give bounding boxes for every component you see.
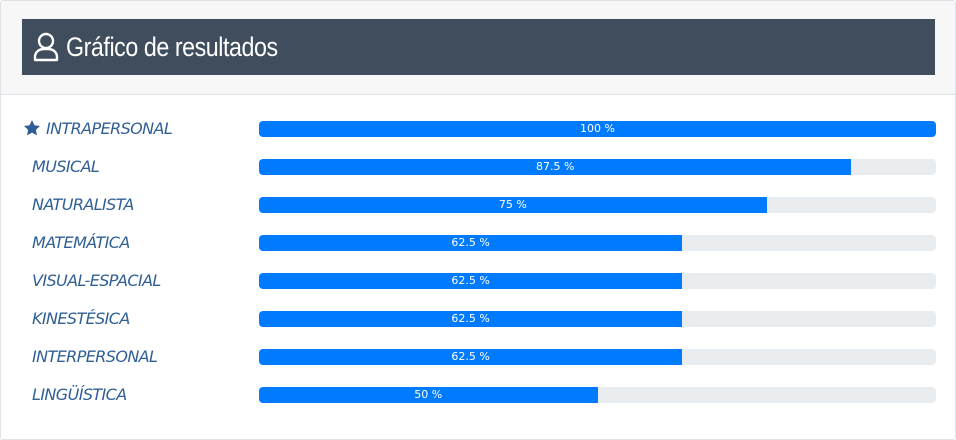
progress-fill: 50 % xyxy=(259,387,598,403)
result-label-text: MUSICAL xyxy=(32,157,100,176)
progress-fill: 62.5 % xyxy=(259,349,683,365)
card-header: Gráfico de resultados xyxy=(1,1,955,95)
result-label: MUSICAL xyxy=(32,148,100,186)
result-row: NATURALISTA 75 % xyxy=(1,186,955,224)
result-label: KINESTÉSICA xyxy=(32,300,130,338)
result-label: VISUAL-ESPACIAL xyxy=(32,262,161,300)
result-row: MATEMÁTICA 62.5 % xyxy=(1,224,955,262)
progress-track: 50 % xyxy=(259,387,936,403)
progress-fill: 62.5 % xyxy=(259,273,683,289)
page-title: Gráfico de resultados xyxy=(66,31,278,62)
result-label-text: NATURALISTA xyxy=(32,195,134,214)
user-icon xyxy=(32,31,60,63)
progress-track: 62.5 % xyxy=(259,235,936,251)
result-row: MUSICAL 87.5 % xyxy=(1,148,955,186)
result-label-text: LINGÜÍSTICA xyxy=(32,385,127,404)
progress-fill: 100 % xyxy=(259,121,936,137)
result-row: VISUAL-ESPACIAL 62.5 % xyxy=(1,262,955,300)
progress-fill: 62.5 % xyxy=(259,235,683,251)
progress-track: 75 % xyxy=(259,197,936,213)
progress-track: 100 % xyxy=(259,121,936,137)
result-label-text: INTERPERSONAL xyxy=(32,347,158,366)
results-list: INTRAPERSONAL 100 % MUSICAL 87.5 % NATURALIS… xyxy=(1,110,955,414)
result-row: INTERPERSONAL 62.5 % xyxy=(1,338,955,376)
result-label-text: VISUAL-ESPACIAL xyxy=(32,271,161,290)
result-label-text: INTRAPERSONAL xyxy=(46,119,173,138)
progress-fill: 75 % xyxy=(259,197,767,213)
result-label: MATEMÁTICA xyxy=(32,224,130,262)
progress-fill: 87.5 % xyxy=(259,159,852,175)
star-icon xyxy=(23,113,41,136)
result-label: INTERPERSONAL xyxy=(32,338,158,376)
result-label: LINGÜÍSTICA xyxy=(32,376,127,414)
result-label-text: KINESTÉSICA xyxy=(32,309,130,328)
progress-track: 62.5 % xyxy=(259,349,936,365)
progress-track: 62.5 % xyxy=(259,311,936,327)
result-row: INTRAPERSONAL 100 % xyxy=(1,110,955,148)
result-row: KINESTÉSICA 62.5 % xyxy=(1,300,955,338)
result-row: LINGÜÍSTICA 50 % xyxy=(1,376,955,414)
result-label: NATURALISTA xyxy=(32,186,134,224)
result-label-text: MATEMÁTICA xyxy=(32,233,130,252)
progress-track: 87.5 % xyxy=(259,159,936,175)
progress-track: 62.5 % xyxy=(259,273,936,289)
title-bar: Gráfico de resultados xyxy=(22,19,935,75)
result-label: INTRAPERSONAL xyxy=(23,110,173,148)
progress-fill: 62.5 % xyxy=(259,311,683,327)
